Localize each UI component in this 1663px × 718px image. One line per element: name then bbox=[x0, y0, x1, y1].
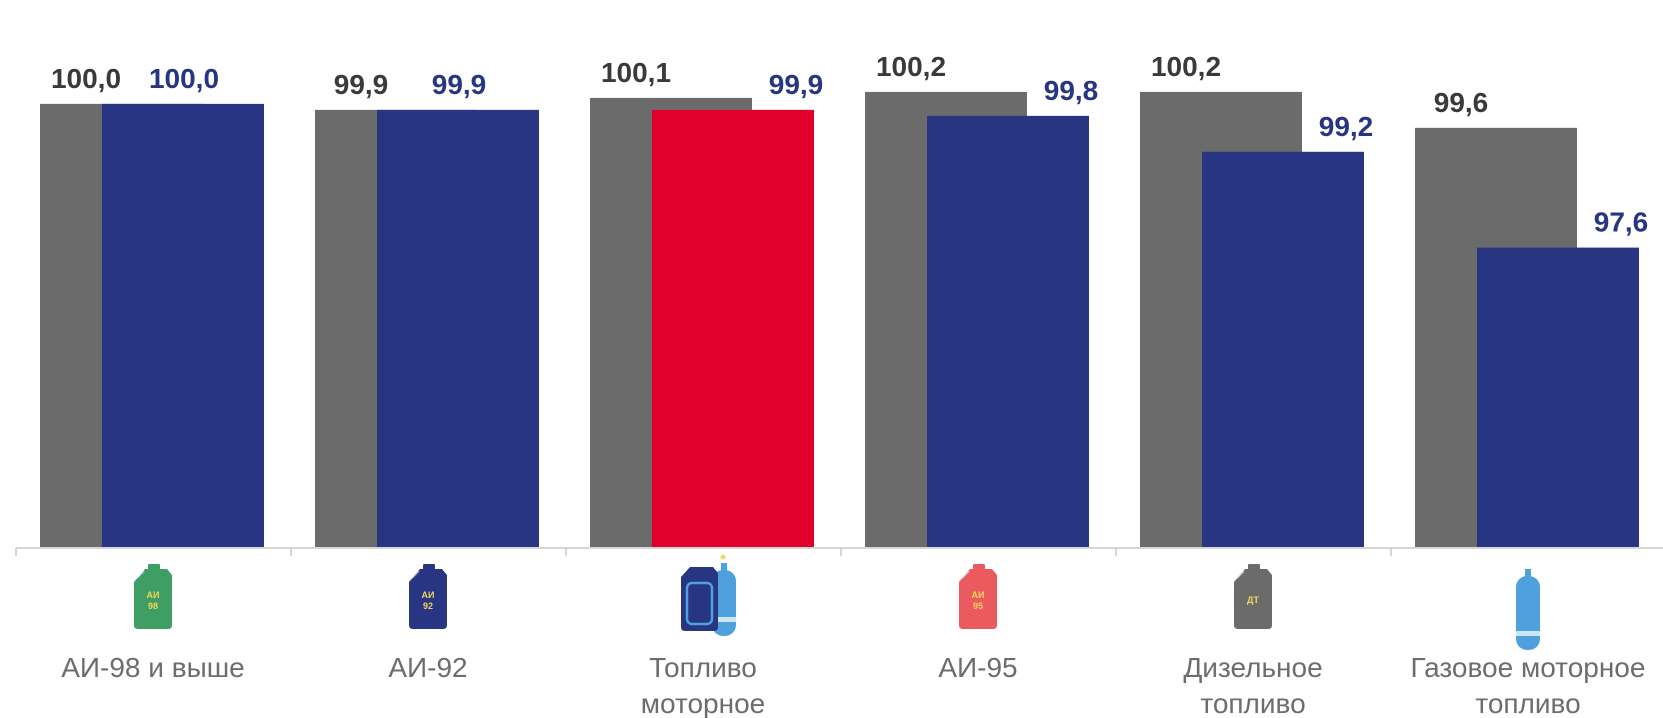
cylinder-valve-2 bbox=[721, 563, 727, 571]
jerrycan-body-3 bbox=[959, 569, 997, 629]
combo-jerrycan-panel-2 bbox=[685, 581, 714, 626]
value-label-series1-0: 100,0 bbox=[51, 63, 121, 94]
cylinder-band-2 bbox=[712, 617, 736, 622]
jerrycan-body-0 bbox=[134, 569, 172, 629]
jerrycan-handle-3 bbox=[961, 570, 970, 579]
category-label-5-line-1: топливо bbox=[1475, 688, 1580, 718]
icon-text-1-1: 92 bbox=[423, 601, 433, 611]
value-label-series2-1: 99,9 bbox=[432, 69, 487, 100]
jerrycan-and-gas-cylinder-icon bbox=[681, 554, 736, 636]
labels-layer: 100,0 100,0 АИ-98 и выше 99,9 99,9 АИ-92 100,1… bbox=[51, 51, 1648, 718]
jerrycan-handle-0 bbox=[136, 570, 145, 579]
bar-series2-5 bbox=[1477, 247, 1639, 547]
jerrycan-cap-0 bbox=[148, 564, 160, 570]
bar-series2-4 bbox=[1202, 151, 1364, 548]
value-label-series2-2: 99,9 bbox=[769, 69, 824, 100]
bar-series2-2 bbox=[652, 109, 814, 547]
cylinder-band-5 bbox=[1516, 631, 1540, 636]
category-label-1-line-0: АИ-92 bbox=[388, 652, 467, 683]
value-label-series2-0: 100,0 bbox=[149, 63, 219, 94]
value-label-series1-3: 100,2 bbox=[876, 51, 946, 82]
jerrycan-handle-1 bbox=[411, 570, 420, 579]
icon-text-3-0: АИ bbox=[972, 590, 985, 600]
cylinder-body-5 bbox=[1516, 576, 1540, 650]
combo-spark-2 bbox=[720, 554, 726, 560]
icon-text-3-1: 95 bbox=[973, 601, 983, 611]
jerrycan-body-4 bbox=[1234, 569, 1272, 629]
bar-series2-3 bbox=[927, 115, 1089, 548]
category-label-2-line-1: моторное bbox=[641, 688, 765, 718]
x-axis bbox=[15, 547, 1663, 556]
icon-text-0-1: 98 bbox=[148, 601, 158, 611]
gray-jerrycan-icon: ДТ bbox=[1234, 564, 1272, 629]
bar-series2-1 bbox=[377, 109, 539, 547]
value-label-series2-5: 97,6 bbox=[1594, 207, 1649, 238]
icon-text-0-0: АИ bbox=[147, 590, 160, 600]
value-label-series1-5: 99,6 bbox=[1434, 87, 1489, 118]
jerrycan-handle-4 bbox=[1236, 570, 1245, 579]
value-label-series1-4: 100,2 bbox=[1151, 51, 1221, 82]
jerrycan-cap-3 bbox=[973, 564, 985, 570]
cylinder-valve-5 bbox=[1525, 569, 1531, 577]
value-label-series2-4: 99,2 bbox=[1319, 111, 1374, 142]
category-label-4-line-1: топливо bbox=[1200, 688, 1305, 718]
category-label-3-line-0: АИ-95 bbox=[938, 652, 1017, 683]
value-label-series1-2: 100,1 bbox=[601, 57, 671, 88]
gas-cylinder-icon bbox=[1516, 569, 1540, 650]
icon-text-4-0: ДТ bbox=[1247, 595, 1259, 605]
value-label-series1-1: 99,9 bbox=[334, 69, 389, 100]
category-label-0-line-0: АИ-98 и выше bbox=[61, 652, 245, 683]
category-label-5-line-0: Газовое моторное bbox=[1411, 652, 1646, 683]
jerrycan-body-1 bbox=[409, 569, 447, 629]
category-label-2-line-0: Топливо bbox=[649, 652, 757, 683]
jerrycan-cap-1 bbox=[423, 564, 435, 570]
category-label-4-line-0: Дизельное bbox=[1183, 652, 1322, 683]
bar-series2-0 bbox=[102, 103, 264, 547]
icon-text-1-0: АИ bbox=[422, 590, 435, 600]
bars-layer bbox=[40, 91, 1639, 548]
jerrycan-cap-4 bbox=[1248, 564, 1260, 570]
value-label-series2-3: 99,8 bbox=[1044, 75, 1099, 106]
